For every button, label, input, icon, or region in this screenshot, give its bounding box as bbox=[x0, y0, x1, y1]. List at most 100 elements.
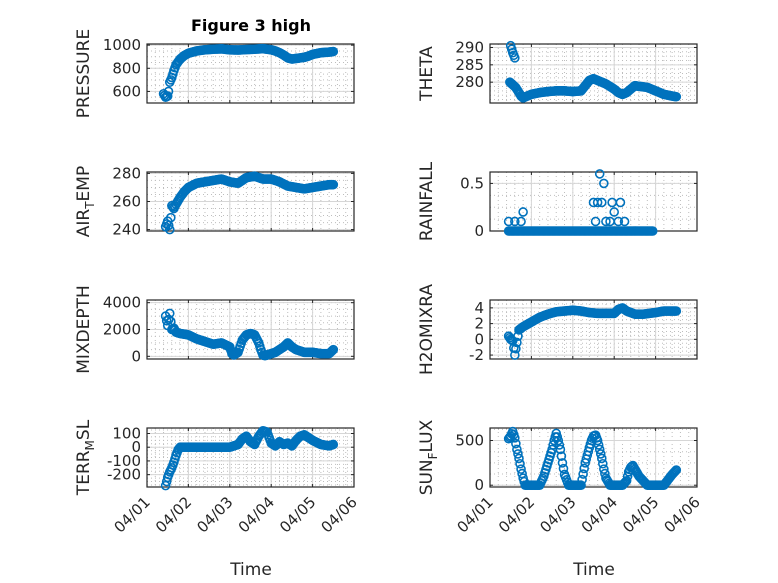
series-h2omixra bbox=[503, 303, 682, 360]
subplot-pressure: 600 800 1000 PRESSURE bbox=[74, 29, 355, 118]
data-point bbox=[325, 347, 335, 358]
data-point bbox=[598, 458, 608, 469]
y-tick-label: 800 bbox=[112, 59, 141, 77]
data-point bbox=[590, 216, 601, 227]
x-tick-label: 04/01 bbox=[111, 493, 154, 536]
data-point bbox=[326, 346, 337, 357]
data-point bbox=[599, 178, 609, 189]
axes-box bbox=[489, 299, 698, 360]
y-axis-label-mixdepth: MIXDEPTH bbox=[74, 285, 94, 374]
subplot-air_temp: 240 260 280 AIRTEMP bbox=[74, 164, 355, 239]
x-tick-label: 04/06 bbox=[318, 493, 361, 536]
subplot-mixdepth: 0 2000 4000 MIXDEPTH bbox=[74, 285, 355, 374]
x-tick-label: 04/06 bbox=[661, 493, 704, 536]
data-point bbox=[594, 444, 605, 455]
data-point bbox=[601, 216, 611, 227]
data-point bbox=[621, 475, 632, 486]
x-tick-label: 04/03 bbox=[193, 493, 236, 536]
subplot-sun_flux: 0 500 SUNFLUX 04/0104/0204/0304/0404/0504/0… bbox=[417, 419, 704, 536]
y-tick-label: 0.5 bbox=[460, 174, 484, 192]
series-rainfall bbox=[503, 169, 658, 236]
axes-box bbox=[146, 427, 355, 488]
data-point bbox=[615, 197, 626, 208]
x-tick-label: 04/01 bbox=[454, 493, 497, 536]
data-point bbox=[670, 466, 681, 476]
data-point bbox=[163, 314, 174, 325]
data-point bbox=[512, 444, 522, 455]
axes-box bbox=[489, 43, 698, 104]
data-point bbox=[514, 453, 524, 464]
y-tick-label: 280 bbox=[455, 73, 484, 91]
data-point bbox=[577, 474, 587, 485]
y-tick-label: 2000 bbox=[103, 321, 141, 339]
data-point bbox=[554, 440, 565, 450]
x-axis-label-right: Time bbox=[572, 560, 615, 580]
data-point bbox=[558, 463, 569, 474]
y-tick-label: 240 bbox=[112, 221, 141, 239]
y-axis-label-h2omixra: H2OMIXRA bbox=[417, 284, 437, 375]
data-point bbox=[510, 216, 520, 227]
data-point bbox=[592, 435, 603, 446]
data-point bbox=[163, 86, 174, 97]
data-point bbox=[328, 46, 339, 57]
data-point bbox=[516, 216, 526, 227]
data-point bbox=[553, 435, 564, 446]
data-point bbox=[511, 438, 521, 449]
series-pressure bbox=[158, 43, 339, 103]
y-axis-label-theta: THETA bbox=[417, 46, 437, 102]
y-tick-label: 0 bbox=[474, 222, 484, 240]
axes-box bbox=[489, 427, 698, 488]
data-point bbox=[166, 212, 176, 223]
data-point bbox=[600, 468, 610, 479]
y-tick-label: 290 bbox=[455, 38, 484, 56]
data-point bbox=[593, 440, 604, 450]
data-point bbox=[516, 464, 526, 474]
data-point bbox=[555, 444, 566, 455]
y-tick-label: -100 bbox=[107, 452, 141, 470]
data-point bbox=[511, 343, 521, 354]
x-tick-label: 04/02 bbox=[495, 493, 538, 536]
y-axis-label-terr_msl: TERRMSL bbox=[74, 419, 97, 496]
series-air_temp bbox=[160, 171, 339, 235]
data-point bbox=[594, 169, 605, 179]
data-point bbox=[510, 350, 520, 360]
data-point bbox=[596, 197, 607, 208]
data-point bbox=[620, 477, 631, 487]
y-axis-label-pressure: PRESSURE bbox=[74, 29, 94, 118]
series-mixdepth bbox=[160, 308, 339, 361]
series-sun_flux bbox=[503, 426, 682, 491]
data-point bbox=[669, 467, 680, 478]
y-tick-label: 500 bbox=[455, 432, 484, 450]
subplot-terr_msl: -200-1000100TERRMSL04/0104/0204/0304/040… bbox=[74, 419, 361, 536]
x-tick-label: 04/04 bbox=[235, 493, 278, 536]
y-tick-label: 260 bbox=[112, 193, 141, 211]
y-tick-label: -200 bbox=[107, 466, 141, 484]
data-point bbox=[557, 458, 568, 468]
y-tick-label: 0 bbox=[474, 476, 484, 494]
y-axis-label-air_temp: AIRTEMP bbox=[74, 166, 97, 237]
series-terr_msl bbox=[160, 425, 339, 491]
chart-title: Figure 3 high bbox=[191, 16, 311, 35]
x-tick-label: 04/02 bbox=[152, 493, 195, 536]
x-tick-label: 04/03 bbox=[536, 493, 579, 536]
y-tick-label: 0 bbox=[131, 347, 141, 365]
data-point bbox=[596, 453, 607, 464]
data-point bbox=[328, 179, 339, 190]
data-point bbox=[579, 463, 589, 474]
series-theta bbox=[505, 40, 682, 103]
y-axis-label-sun_flux: SUNFLUX bbox=[417, 419, 440, 495]
y-tick-label: 0 bbox=[474, 330, 484, 348]
y-tick-label: 4000 bbox=[103, 294, 141, 312]
data-point bbox=[578, 469, 588, 479]
data-point bbox=[619, 216, 630, 227]
y-tick-label: 1000 bbox=[103, 36, 141, 54]
data-point bbox=[671, 91, 682, 102]
data-point bbox=[556, 451, 567, 461]
x-tick-label: 04/05 bbox=[619, 493, 662, 536]
data-point bbox=[162, 91, 173, 101]
x-axis-label-left: Time bbox=[229, 560, 272, 580]
data-point bbox=[518, 207, 528, 217]
y-tick-label: 285 bbox=[455, 56, 484, 74]
